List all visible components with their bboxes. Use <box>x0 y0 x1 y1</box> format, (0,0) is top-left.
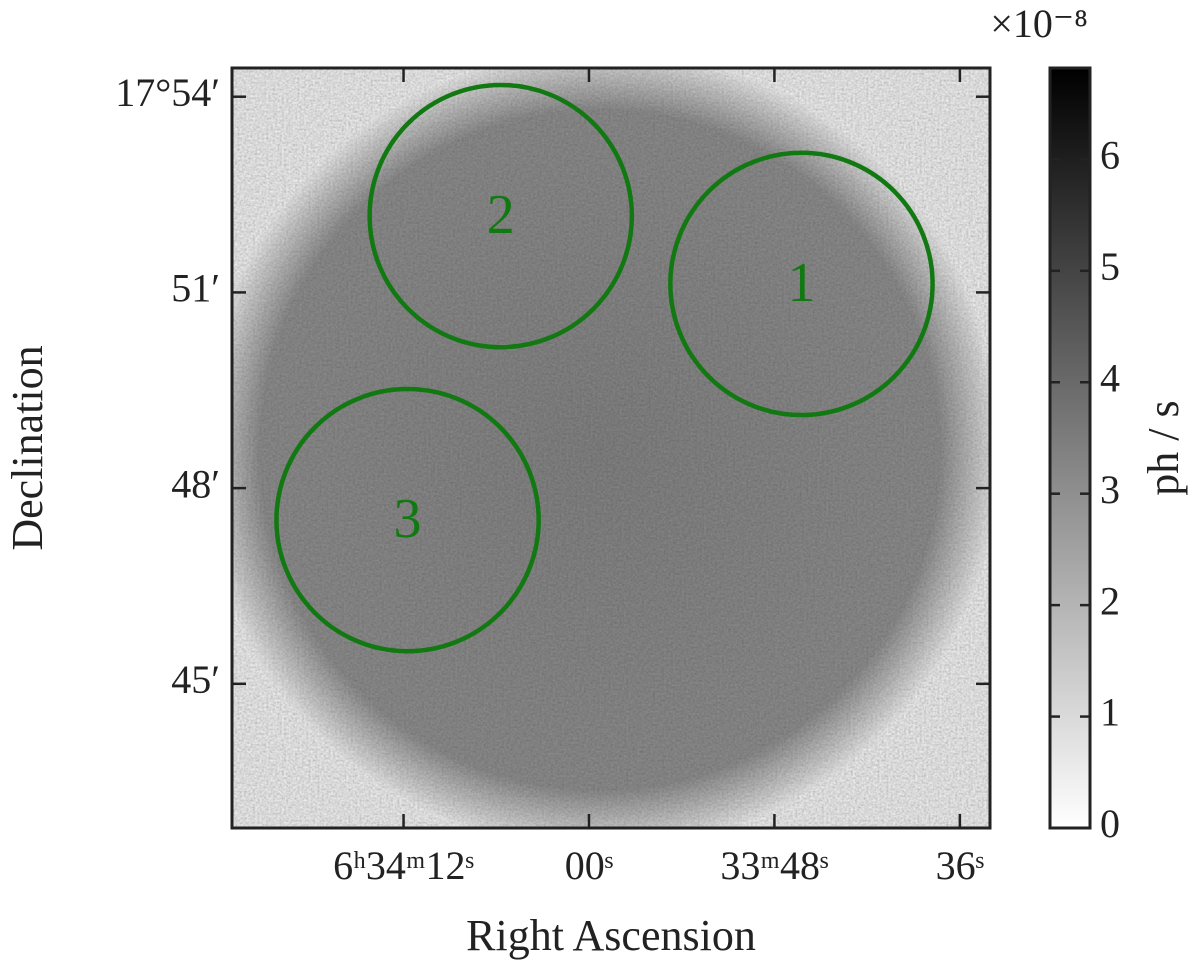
region-label: 3 <box>394 488 422 550</box>
plot-frame <box>230 66 992 830</box>
colorbar-tick-label: 3 <box>1100 467 1120 512</box>
region-label: 2 <box>487 184 515 246</box>
region-circle <box>668 150 935 418</box>
colorbar-tick-label: 0 <box>1100 801 1120 846</box>
y-tick-label: 51′ <box>171 266 220 311</box>
sky-image <box>232 68 990 828</box>
x-axis-label: Right Ascension <box>466 911 756 960</box>
colorbar-tick-label: 6 <box>1100 133 1120 178</box>
y-axis-label: Declination <box>3 345 52 550</box>
colorbar-exponent: ×10⁻⁸ <box>990 1 1088 46</box>
x-tick-label: 6ʰ34ᵐ12ˢ <box>333 843 474 888</box>
colorbar-tick-label: 5 <box>1100 244 1120 289</box>
region-circle <box>367 82 635 350</box>
region-label: 1 <box>787 252 815 314</box>
region-circle <box>274 386 541 654</box>
y-tick-label: 17°54′ <box>115 70 220 115</box>
x-tick-label: 36ˢ <box>936 843 985 888</box>
x-tick-label: 33ᵐ48ˢ <box>720 843 829 888</box>
x-tick-label: 00ˢ <box>565 843 614 888</box>
colorbar-label: ph / s <box>1139 400 1188 495</box>
colorbar-tick-label: 2 <box>1100 578 1120 623</box>
colorbar <box>1048 66 1092 830</box>
y-tick-label: 45′ <box>171 657 220 702</box>
colorbar-tick-label: 4 <box>1100 355 1120 400</box>
colorbar-tick-label: 1 <box>1100 690 1120 735</box>
y-tick-label: 48′ <box>171 461 220 506</box>
